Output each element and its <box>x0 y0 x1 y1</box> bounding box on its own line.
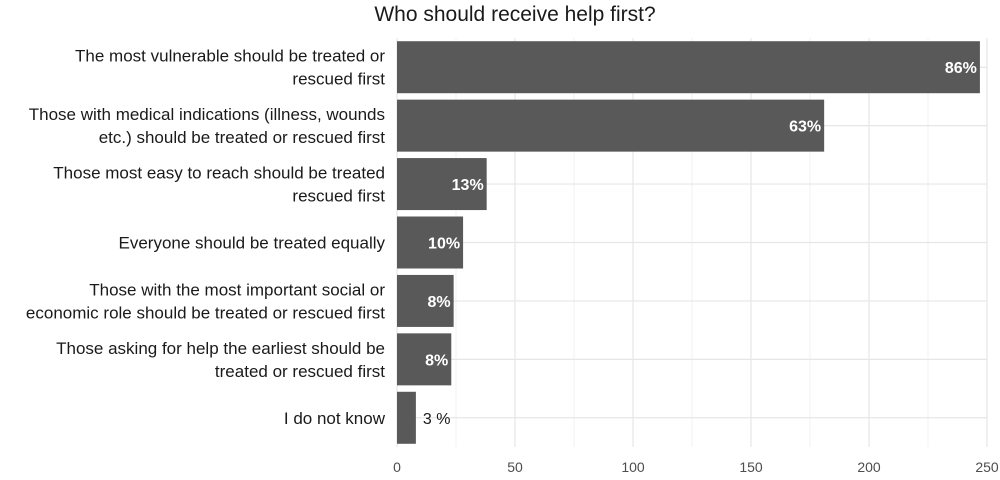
x-axis-ticks: 0 50 100 150 200 250 <box>393 459 999 475</box>
x-tick-label: 50 <box>507 459 523 475</box>
data-label: 86% <box>945 60 977 77</box>
category-label: Those asking for help the earliest shoul… <box>56 339 385 381</box>
category-label: Those with the most important social or e… <box>26 280 385 322</box>
x-tick-label: 250 <box>975 459 999 475</box>
data-label: 8% <box>428 294 451 311</box>
data-label: 13% <box>452 177 484 194</box>
bar <box>397 41 980 94</box>
category-label: The most vulnerable should be treated or… <box>75 47 385 89</box>
bar <box>397 158 487 211</box>
x-tick-label: 150 <box>739 459 763 475</box>
category-label: Those most easy to reach should be treat… <box>53 164 385 206</box>
x-tick-label: 100 <box>621 459 645 475</box>
category-label: Everyone should be treated equally <box>118 234 385 253</box>
category-label: Those with medical indications (illness,… <box>29 105 386 147</box>
bars <box>397 41 980 444</box>
data-label: 10% <box>428 236 460 253</box>
bar <box>397 274 454 327</box>
data-label: 63% <box>789 119 821 136</box>
bar <box>397 99 825 152</box>
data-label: 3 % <box>423 411 451 428</box>
gridlines <box>396 38 988 447</box>
data-labels: 86% 63% 13% 10% 8% 8% 3 % <box>423 60 977 428</box>
category-label: I do not know <box>284 409 386 428</box>
bar <box>397 391 416 444</box>
x-tick-label: 200 <box>857 459 881 475</box>
x-tick-label: 0 <box>393 459 401 475</box>
category-labels: The most vulnerable should be treated or… <box>26 47 386 428</box>
data-label: 8% <box>425 352 448 369</box>
bar <box>397 216 464 269</box>
bar <box>397 333 452 386</box>
chart-title: Who should receive help first? <box>374 3 656 26</box>
